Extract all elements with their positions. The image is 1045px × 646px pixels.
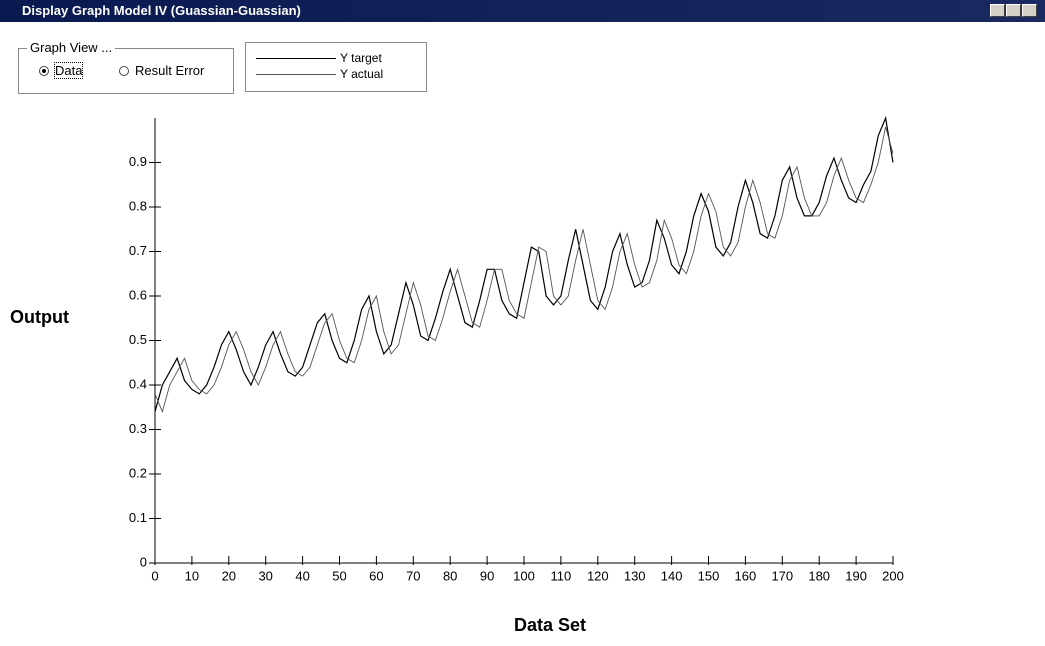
legend-swatch <box>256 73 336 75</box>
y-axis-label: Output <box>10 307 69 327</box>
x-tick-label: 170 <box>771 568 793 583</box>
legend: Y target Y actual <box>245 42 427 92</box>
data-line <box>154 126 894 414</box>
x-tick-label: 40 <box>295 568 309 583</box>
x-tick-label: 0 <box>151 568 158 583</box>
graph-view-group: Graph View ... Data Result Error <box>18 40 234 94</box>
x-axis-label: Data Set <box>514 615 586 635</box>
x-tick-label: 90 <box>480 568 494 583</box>
y-tick-label: 0.5 <box>129 332 147 347</box>
x-tick-label: 30 <box>258 568 272 583</box>
x-tick-label: 60 <box>369 568 383 583</box>
x-tick-label: 180 <box>808 568 830 583</box>
minimize-button[interactable] <box>990 4 1005 17</box>
radio-button[interactable] <box>39 65 49 76</box>
x-tick-label: 190 <box>845 568 867 583</box>
y-tick-label: 0 <box>140 554 147 569</box>
y-tick-label: 0.1 <box>129 510 147 525</box>
radio-option[interactable]: Data <box>39 62 84 79</box>
group-label: Graph View ... <box>27 40 116 55</box>
y-tick-label: 0.2 <box>129 465 147 480</box>
y-tick-label: 0.4 <box>129 376 147 391</box>
window-title: Display Graph Model IV (Guassian-Guassia… <box>22 3 301 18</box>
data-line <box>154 115 894 412</box>
x-tick-label: 110 <box>551 568 572 583</box>
x-tick-label: 100 <box>513 568 535 583</box>
x-tick-label: 20 <box>222 568 236 583</box>
x-tick-label: 50 <box>332 568 346 583</box>
y-tick-label: 0.8 <box>129 198 147 213</box>
y-tick-label: 0.9 <box>129 154 147 169</box>
x-tick-label: 120 <box>587 568 609 583</box>
x-tick-label: 70 <box>406 568 420 583</box>
close-button[interactable] <box>1022 4 1037 17</box>
x-tick-label: 140 <box>661 568 683 583</box>
maximize-button[interactable] <box>1006 4 1021 17</box>
x-tick-label: 10 <box>185 568 199 583</box>
legend-label: Y actual <box>340 67 384 81</box>
y-tick-label: 0.3 <box>129 421 147 436</box>
title-bar: Display Graph Model IV (Guassian-Guassia… <box>0 0 1045 22</box>
x-tick-label: 150 <box>698 568 720 583</box>
x-tick-label: 200 <box>882 568 904 583</box>
legend-entry: Y actual <box>256 67 383 81</box>
x-tick-label: 160 <box>735 568 757 583</box>
legend-entry: Y target <box>256 51 382 65</box>
y-tick-label: 0.6 <box>129 287 147 302</box>
x-tick-label: 130 <box>624 568 646 583</box>
radio-option[interactable]: Result Error <box>119 63 204 78</box>
x-tick-label: 80 <box>443 568 457 583</box>
radio-button[interactable] <box>119 65 129 76</box>
radio-label: Result Error <box>135 63 205 78</box>
legend-label: Y target <box>340 51 382 65</box>
legend-swatch <box>256 57 336 59</box>
radio-label: Data <box>53 62 84 79</box>
y-tick-label: 0.7 <box>129 243 147 258</box>
